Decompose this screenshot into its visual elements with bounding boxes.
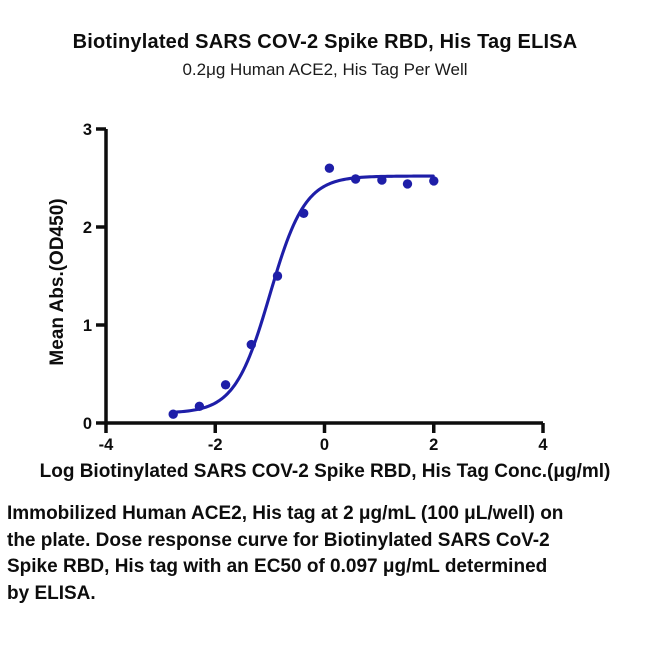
- x-tick-label: -4: [99, 436, 114, 454]
- y-tick-label: 3: [83, 121, 92, 139]
- x-tick-label: 2: [429, 436, 438, 454]
- x-axis-label: Log Biotinylated SARS COV-2 Spike RBD, H…: [40, 461, 611, 482]
- data-point: [377, 175, 387, 185]
- y-tick-label: 2: [83, 219, 92, 237]
- data-point: [324, 163, 335, 173]
- data-point: [429, 176, 439, 186]
- data-point: [168, 409, 178, 419]
- x-tick-label: 4: [538, 436, 548, 454]
- data-point: [272, 271, 283, 281]
- data-point: [220, 380, 231, 390]
- axis-lines: [104, 129, 543, 425]
- caption-line: Spike RBD, His tag with an EC50 of 0.097…: [7, 556, 548, 577]
- y-tick-label: 1: [83, 317, 92, 335]
- data-point: [350, 174, 361, 184]
- data-points: [168, 163, 439, 419]
- dose-response-chart: 0 1 2 3 -4 -2 0 2 4 Log Biotinylated SARS COV-2 …: [40, 121, 611, 482]
- y-tick-label: 0: [83, 415, 92, 433]
- caption-line: by ELISA.: [7, 582, 96, 604]
- chart-subtitle: 0.2μg Human ACE2, His Tag Per Well: [182, 60, 468, 79]
- x-tick-label: -2: [208, 436, 223, 454]
- chart-title: Biotinylated SARS COV-2 Spike RBD, His T…: [72, 31, 578, 53]
- data-point: [402, 179, 413, 189]
- data-point: [246, 339, 256, 350]
- fit-curve-line: [171, 174, 435, 414]
- data-point: [194, 401, 205, 411]
- caption-line: Immobilized Human ACE2, His tag at 2 μg/…: [7, 503, 564, 524]
- y-axis-label: Mean Abs.(OD450): [47, 198, 68, 365]
- caption-line: the plate. Dose response curve for Bioti…: [7, 529, 550, 551]
- figure-caption: Immobilized Human ACE2, His tag at 2 μg/…: [7, 501, 647, 607]
- axes: [96, 127, 545, 433]
- data-point: [299, 208, 309, 218]
- tick-labels: 0 1 2 3 -4 -2 0 2 4: [83, 121, 549, 454]
- x-tick-label: 0: [320, 436, 329, 454]
